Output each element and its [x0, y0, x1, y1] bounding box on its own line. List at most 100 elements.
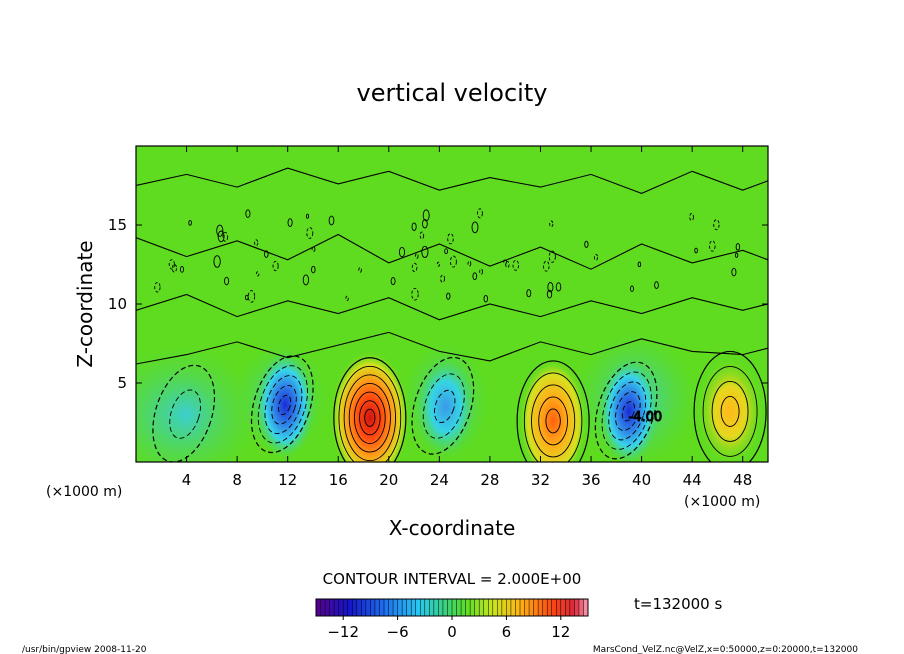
updraft-cell: [519, 358, 588, 462]
x-tick-label: 44: [683, 471, 702, 489]
small-cell-contour: [179, 266, 185, 273]
small-cell-contour: [593, 253, 599, 261]
downdraft-cell: [415, 356, 476, 457]
small-cell-contour: [483, 294, 489, 303]
colorbar-segment: [370, 599, 376, 616]
plot-area: -4.00: [136, 146, 768, 462]
small-cell-contour: [245, 209, 251, 218]
x-tick-label: 32: [531, 471, 550, 489]
positive-contour: [702, 365, 758, 457]
small-cell-contour: [689, 213, 694, 221]
small-cell-contour: [709, 240, 716, 252]
x-tick-label: 20: [379, 471, 398, 489]
small-cell-contour: [526, 289, 532, 298]
y-tick-label: 10: [108, 295, 127, 313]
colorbar-segment: [397, 599, 403, 616]
small-cell-contour: [302, 274, 310, 286]
small-cell-contour: [444, 248, 448, 255]
colorbar-tick-label: 12: [551, 623, 570, 641]
small-cell-contour: [216, 224, 224, 237]
updraft-cell: [329, 349, 410, 462]
positive-contour: [353, 391, 386, 444]
contour-label: -4.00: [629, 410, 663, 425]
small-cell-contour: [217, 230, 225, 243]
small-cell-contour: [734, 252, 739, 258]
negative-contour: [277, 394, 292, 416]
zero-contour: [136, 293, 768, 321]
colorbar-segment: [465, 599, 471, 616]
colorbar-segment: [524, 599, 530, 616]
small-cell-contour: [735, 243, 741, 251]
colorbar-segment: [542, 599, 548, 616]
small-cell-contour: [449, 255, 457, 268]
colorbar-segment: [374, 599, 380, 616]
colorbar-segment: [529, 599, 534, 616]
zero-contour: [136, 331, 768, 365]
positive-contour: [545, 408, 561, 434]
colorbar-segment: [583, 599, 589, 616]
colorbar-tick-label: −6: [387, 623, 409, 641]
small-cell-contour: [694, 247, 698, 254]
small-cell-contour: [287, 218, 293, 227]
small-cell-contour: [467, 260, 472, 267]
negative-contour: [264, 375, 303, 435]
positive-contour: [523, 372, 583, 462]
positive-contour: [348, 383, 391, 453]
colorbar-segment: [334, 599, 339, 616]
x-tick-label: 40: [632, 471, 651, 489]
small-cell-contour: [254, 239, 259, 247]
small-cell-contour: [476, 208, 483, 219]
colorbar-segment: [506, 599, 512, 616]
small-cell-contour: [245, 294, 249, 301]
small-cell-contour: [422, 218, 428, 229]
small-cell-contour: [422, 209, 430, 222]
small-cell-contour: [264, 250, 269, 258]
positive-contour: [364, 408, 376, 427]
small-cell-contour: [272, 260, 279, 272]
colorbar-segment: [347, 599, 353, 616]
time-label: t=132000 s: [634, 595, 722, 613]
chart-title: vertical velocity: [357, 79, 548, 107]
small-cell-contour: [411, 287, 419, 301]
small-cell-contour: [222, 231, 229, 242]
small-cell-contour: [549, 220, 554, 228]
negative-contour: [608, 381, 647, 441]
colorbar-segment: [547, 599, 553, 616]
colorbar-segment: [456, 599, 462, 616]
small-cell-contour: [306, 227, 314, 239]
zero-contour: [136, 233, 768, 270]
small-cell-contour: [419, 231, 425, 240]
y-tick-label: 5: [117, 374, 127, 392]
negative-contour: [615, 391, 641, 431]
colorbar-segment: [578, 599, 584, 616]
colorbar-segment: [565, 599, 571, 616]
colorbar-segment: [569, 599, 575, 616]
colorbar-segment: [320, 599, 326, 616]
small-cell-contour: [171, 263, 177, 273]
colorbar-segment: [452, 599, 457, 616]
x-tick-label: 24: [430, 471, 449, 489]
footer-right: MarsCond_VelZ.nc@VelZ,x=0:50000,z=0:2000…: [593, 645, 858, 654]
small-cell-contour: [311, 265, 316, 274]
colorbar-segment: [365, 599, 371, 616]
small-cell-contour: [731, 267, 737, 277]
negative-contour: [434, 389, 456, 423]
negative-contour: [621, 401, 635, 422]
x-unit-right: (×1000 m): [684, 494, 760, 510]
colorbar-tick-label: −12: [327, 623, 359, 641]
colorbar-segment: [329, 599, 335, 616]
colorbar-segment: [402, 599, 407, 616]
colorbar-segment: [447, 599, 453, 616]
colorbar-segment: [352, 599, 358, 616]
positive-contour: [343, 374, 396, 462]
small-cell-contour: [305, 213, 310, 219]
colorbar-segment: [497, 599, 503, 616]
small-cell-contour: [584, 240, 589, 248]
x-tick-label: 8: [232, 471, 242, 489]
positive-contour: [333, 357, 407, 462]
x-tick-label: 36: [581, 471, 600, 489]
small-cell-contour: [630, 285, 634, 292]
negative-contour: [594, 361, 658, 460]
colorbar-segment: [411, 599, 417, 616]
